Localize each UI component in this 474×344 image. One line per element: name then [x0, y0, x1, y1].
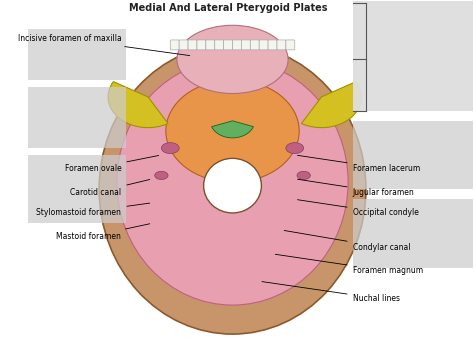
FancyBboxPatch shape	[28, 87, 126, 148]
Text: Condylar canal: Condylar canal	[284, 230, 410, 251]
Text: Nuchal lines: Nuchal lines	[262, 282, 400, 303]
Wedge shape	[301, 82, 362, 128]
FancyBboxPatch shape	[206, 40, 215, 50]
Text: Foramen ovale: Foramen ovale	[64, 155, 159, 173]
FancyBboxPatch shape	[215, 40, 224, 50]
Ellipse shape	[286, 143, 304, 153]
Ellipse shape	[204, 158, 262, 213]
FancyBboxPatch shape	[277, 40, 286, 50]
Text: Foramen magnum: Foramen magnum	[275, 254, 423, 276]
FancyBboxPatch shape	[241, 40, 250, 50]
Text: Foramen lacerum: Foramen lacerum	[298, 155, 420, 173]
FancyBboxPatch shape	[28, 29, 126, 80]
FancyBboxPatch shape	[353, 121, 473, 189]
Text: Jugular foramen: Jugular foramen	[298, 179, 414, 197]
FancyBboxPatch shape	[170, 40, 179, 50]
FancyBboxPatch shape	[353, 1, 473, 110]
Text: Occipital condyle: Occipital condyle	[298, 200, 419, 217]
FancyBboxPatch shape	[224, 40, 233, 50]
FancyBboxPatch shape	[259, 40, 268, 50]
FancyBboxPatch shape	[353, 1, 473, 110]
FancyBboxPatch shape	[353, 199, 473, 268]
Text: Mastoid foramen: Mastoid foramen	[56, 224, 150, 241]
FancyBboxPatch shape	[233, 40, 241, 50]
Ellipse shape	[166, 80, 299, 182]
Ellipse shape	[155, 171, 168, 180]
Text: Carotid canal: Carotid canal	[70, 180, 150, 197]
FancyBboxPatch shape	[250, 40, 259, 50]
Text: Incisive foramen of maxilla: Incisive foramen of maxilla	[18, 34, 190, 56]
Ellipse shape	[177, 25, 288, 94]
FancyBboxPatch shape	[188, 40, 197, 50]
FancyBboxPatch shape	[197, 40, 206, 50]
Text: Stylomastoid foramen: Stylomastoid foramen	[36, 203, 150, 217]
FancyBboxPatch shape	[286, 40, 295, 50]
Ellipse shape	[117, 60, 348, 305]
Wedge shape	[211, 121, 254, 138]
Wedge shape	[108, 82, 168, 128]
FancyBboxPatch shape	[268, 40, 277, 50]
Text: Medial And Lateral Pterygoid Plates: Medial And Lateral Pterygoid Plates	[129, 3, 328, 13]
Ellipse shape	[99, 44, 366, 334]
Ellipse shape	[161, 143, 179, 153]
FancyBboxPatch shape	[179, 40, 188, 50]
Ellipse shape	[297, 171, 310, 180]
FancyBboxPatch shape	[28, 155, 126, 223]
